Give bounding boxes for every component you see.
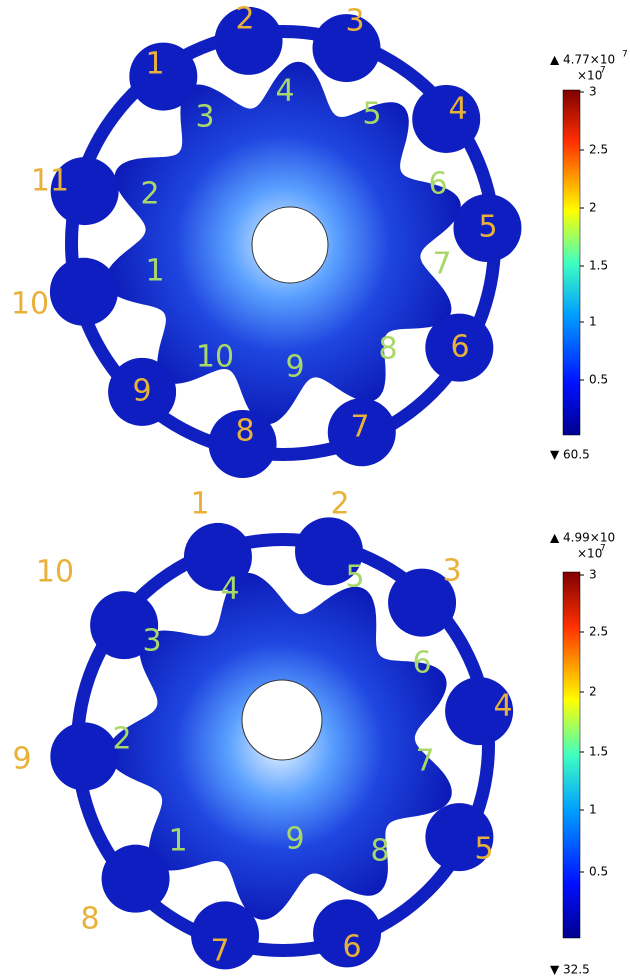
roller bbox=[445, 677, 514, 746]
inner-label: 8 bbox=[370, 834, 389, 869]
colorbar-tick-label: 2 bbox=[589, 201, 597, 215]
roller bbox=[327, 398, 396, 467]
colorbar-multiplier: ×10 bbox=[577, 547, 602, 561]
inner-label: 2 bbox=[112, 722, 131, 757]
outer-label: 5 bbox=[478, 210, 497, 245]
colorbar-tick-label: 1 bbox=[589, 315, 597, 329]
simulation-panel: 1 2 3 4 5 6 7 8 9 10 1 2 3 4 5 6 7 8 9 3 2.5 2 1.5 1 0.5 ▲ 4.99×1… bbox=[12, 487, 615, 977]
colorbar-tick-label: 1 bbox=[589, 803, 597, 817]
outer-label: 9 bbox=[12, 742, 31, 777]
roller bbox=[412, 84, 481, 153]
roller bbox=[108, 357, 177, 426]
colorbar-tick-label: 2 bbox=[589, 685, 597, 699]
roller bbox=[208, 409, 277, 478]
colorbar-min: ▼ 32.5 bbox=[550, 963, 590, 977]
inner-label: 3 bbox=[142, 624, 161, 659]
inner-label: 5 bbox=[345, 560, 364, 595]
outer-label: 3 bbox=[442, 554, 461, 589]
roller bbox=[425, 313, 494, 382]
roller bbox=[101, 844, 170, 913]
roller bbox=[294, 517, 363, 586]
colorbar-tick-label: 3 bbox=[589, 85, 597, 99]
roller bbox=[129, 42, 198, 111]
inner-label: 1 bbox=[145, 254, 164, 289]
colorbar-tick-label: 1.5 bbox=[589, 745, 608, 759]
outer-label: 11 bbox=[31, 164, 69, 199]
roller bbox=[183, 522, 252, 591]
outer-label: 4 bbox=[493, 689, 512, 724]
outer-label: 9 bbox=[132, 374, 151, 409]
outer-label: 6 bbox=[450, 330, 469, 365]
inner-label: 2 bbox=[140, 177, 159, 212]
outer-label: 10 bbox=[11, 287, 49, 322]
roller bbox=[50, 722, 119, 791]
roller bbox=[214, 6, 283, 75]
colorbar bbox=[562, 89, 581, 436]
inner-label: 9 bbox=[285, 822, 304, 857]
inner-label: 4 bbox=[220, 572, 239, 607]
outer-label: 1 bbox=[145, 47, 164, 82]
outer-label: 10 bbox=[36, 555, 74, 590]
shaft-hole bbox=[251, 206, 329, 284]
inner-label: 10 bbox=[196, 340, 234, 375]
roller bbox=[191, 901, 260, 970]
roller bbox=[388, 568, 457, 637]
inner-label: 3 bbox=[195, 100, 214, 135]
inner-label: 8 bbox=[378, 332, 397, 367]
colorbar bbox=[562, 571, 581, 939]
outer-label: 2 bbox=[235, 2, 254, 37]
outer-label: 4 bbox=[448, 92, 467, 127]
colorbar-min: ▼ 60.5 bbox=[550, 448, 590, 462]
colorbar-max-exponent: 7 bbox=[622, 50, 628, 60]
inner-label: 4 bbox=[275, 74, 294, 109]
colorbar-tick-label: 2.5 bbox=[589, 143, 608, 157]
colorbar-tick-label: 0.5 bbox=[589, 865, 608, 879]
colorbar-multiplier-exponent: 7 bbox=[600, 66, 606, 76]
roller bbox=[312, 14, 381, 83]
inner-label: 1 bbox=[168, 824, 187, 859]
inner-label: 6 bbox=[428, 167, 447, 202]
colorbar-tick-label: 3 bbox=[589, 568, 597, 582]
colorbar-max: ▲ 4.77×10 bbox=[550, 53, 615, 67]
outer-label: 1 bbox=[190, 487, 209, 522]
colorbar-tick-label: 0.5 bbox=[589, 373, 608, 387]
roller bbox=[313, 899, 382, 968]
inner-label: 9 bbox=[285, 350, 304, 385]
outer-label: 5 bbox=[474, 832, 493, 867]
colorbar-tick-label: 2.5 bbox=[589, 625, 608, 639]
inner-label: 7 bbox=[415, 744, 434, 779]
colorbar-multiplier-exponent: 7 bbox=[600, 544, 606, 554]
colorbar-multiplier: ×10 bbox=[577, 69, 602, 83]
inner-label: 7 bbox=[432, 247, 451, 282]
outer-label: 7 bbox=[210, 934, 229, 969]
outer-label: 6 bbox=[342, 930, 361, 965]
outer-label: 7 bbox=[350, 410, 369, 445]
shaft-hole bbox=[241, 679, 323, 761]
outer-label: 8 bbox=[80, 902, 99, 937]
inner-label: 5 bbox=[362, 97, 381, 132]
colorbar-max: ▲ 4.99×10 bbox=[550, 531, 615, 545]
roller bbox=[50, 157, 119, 226]
roller bbox=[425, 803, 494, 872]
roller bbox=[453, 194, 522, 263]
outer-label: 3 bbox=[345, 4, 364, 39]
roller bbox=[90, 591, 159, 660]
inner-label: 6 bbox=[412, 646, 431, 681]
roller bbox=[49, 257, 118, 326]
outer-label: 2 bbox=[330, 487, 349, 522]
outer-label: 8 bbox=[235, 414, 254, 449]
colorbar-tick-label: 1.5 bbox=[589, 259, 608, 273]
